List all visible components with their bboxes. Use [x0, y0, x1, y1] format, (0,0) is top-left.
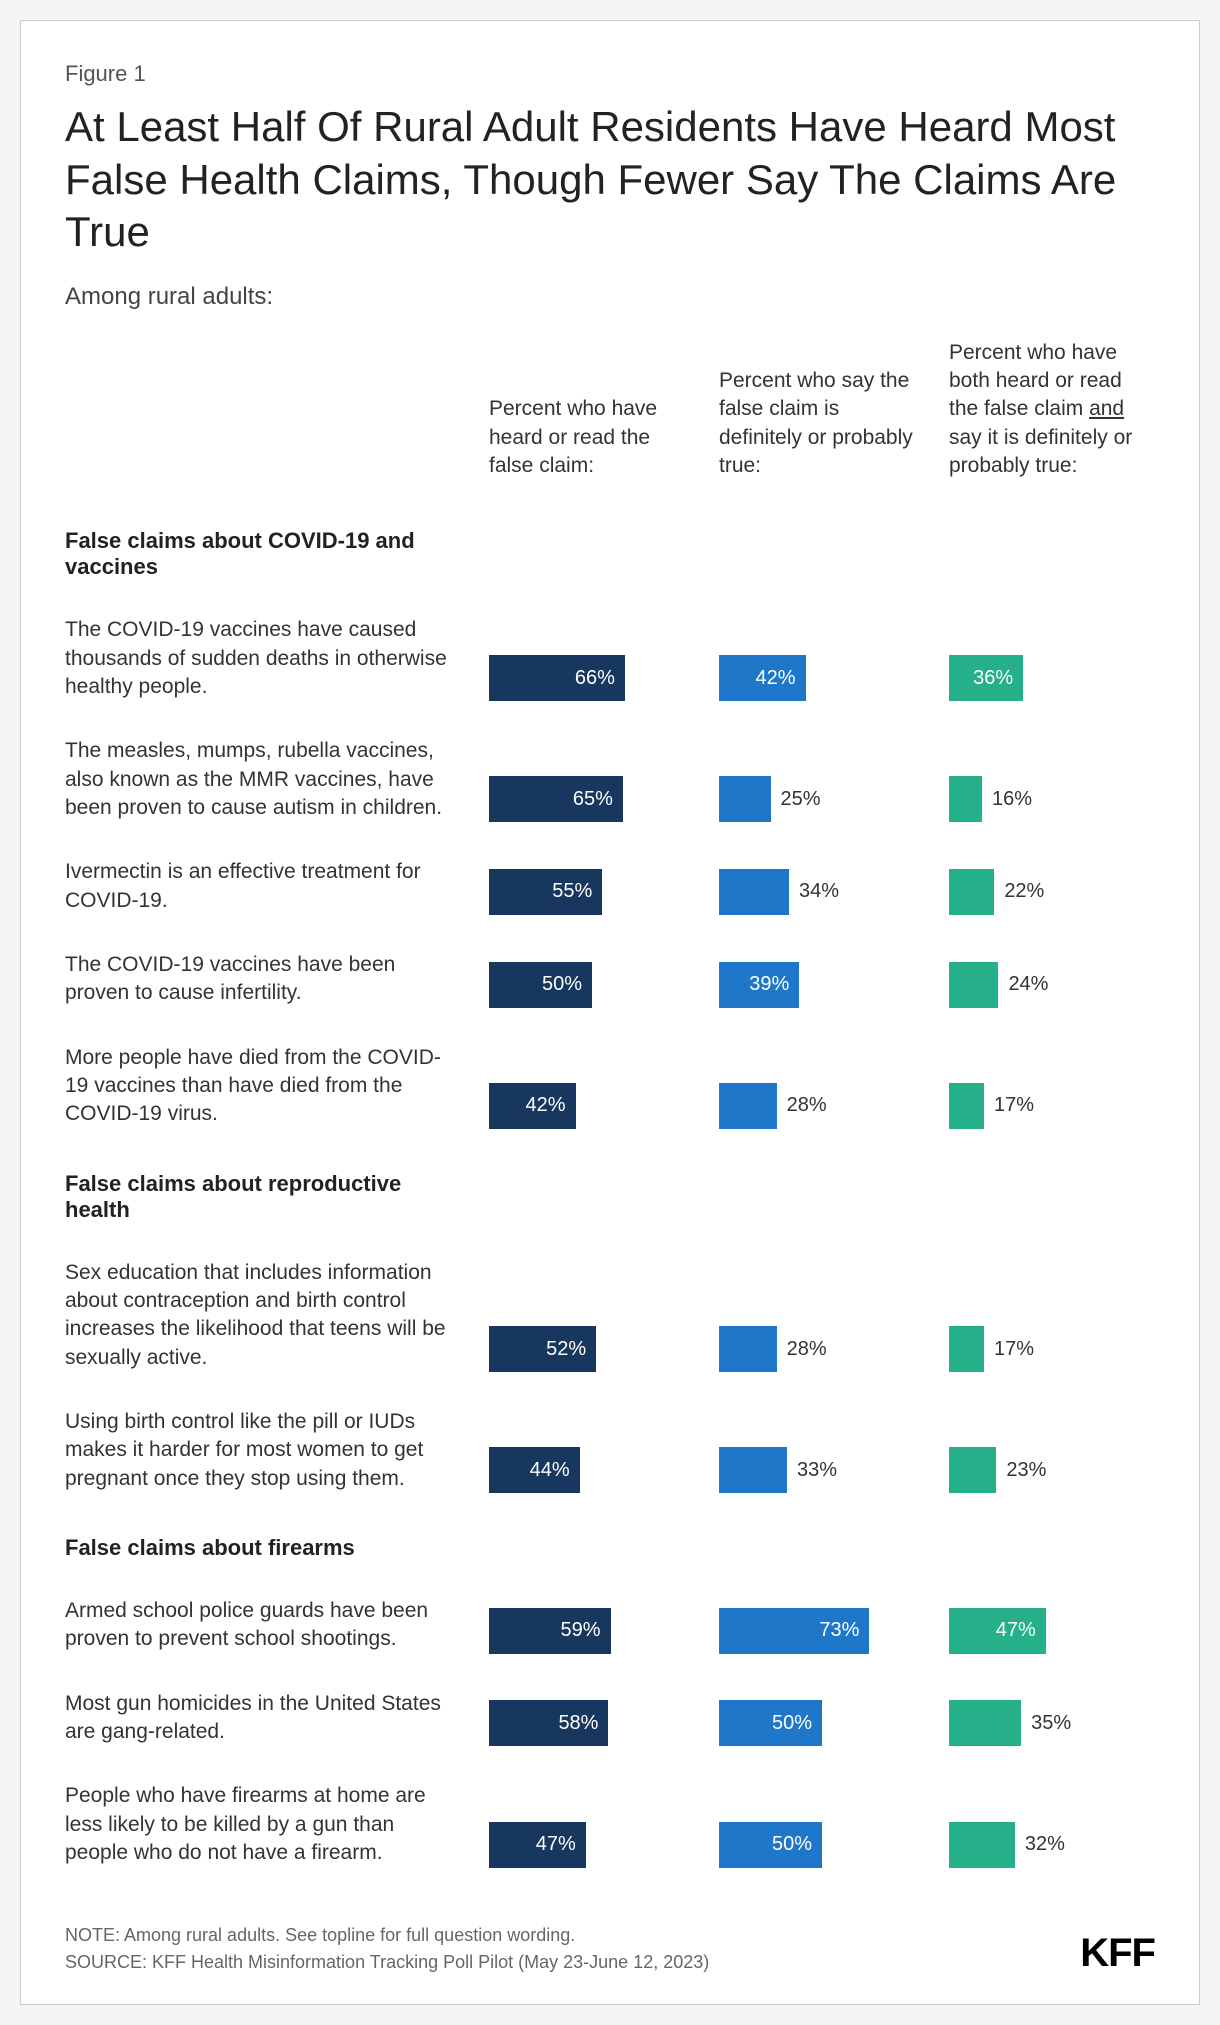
bar-cell: 55% — [489, 851, 695, 933]
row-label: People who have firearms at home are les… — [65, 1764, 465, 1885]
bar-cell: 16% — [949, 758, 1155, 840]
bar-value-label: 17% — [994, 1094, 1034, 1117]
bar: 50% — [489, 962, 592, 1008]
bar-value-label: 17% — [994, 1338, 1034, 1361]
bar: 58% — [489, 1700, 608, 1746]
bar — [719, 869, 789, 915]
row-label: More people have died from the COVID-19 … — [65, 1026, 465, 1147]
bar-cell: 17% — [949, 1308, 1155, 1390]
bar: 73% — [719, 1608, 869, 1654]
bar-value-label: 16% — [992, 788, 1032, 811]
bar-cell: 73% — [719, 1590, 925, 1672]
bar: 66% — [489, 655, 625, 701]
bar — [949, 1700, 1021, 1746]
section-header: False claims about firearms — [65, 1511, 465, 1579]
bar-cell: 42% — [719, 637, 925, 719]
bar-cell: 24% — [949, 944, 1155, 1026]
chart-grid: Percent who have heard or read the false… — [65, 339, 1155, 1886]
bar-cell: 65% — [489, 758, 695, 840]
bar-value-label: 23% — [1006, 1459, 1046, 1482]
row-label: Sex education that includes information … — [65, 1241, 465, 1390]
figure-container: Figure 1 At Least Half Of Rural Adult Re… — [20, 20, 1200, 2005]
chart-title: At Least Half Of Rural Adult Residents H… — [65, 101, 1155, 259]
bar-cell: 25% — [719, 758, 925, 840]
figure-label: Figure 1 — [65, 61, 1155, 87]
column-header-1: Percent who have heard or read the false… — [489, 395, 695, 504]
bar: 36% — [949, 655, 1023, 701]
bar: 44% — [489, 1447, 580, 1493]
bar-cell: 50% — [719, 1682, 925, 1764]
bar — [719, 776, 771, 822]
bar: 42% — [489, 1083, 576, 1129]
bar: 42% — [719, 655, 806, 701]
kff-logo: KFF — [1080, 1931, 1155, 1976]
bar-cell: 58% — [489, 1682, 695, 1764]
chart-subtitle: Among rural adults: — [65, 283, 1155, 311]
bar — [949, 1822, 1015, 1868]
bar-value-label: 24% — [1008, 973, 1048, 996]
bar-cell: 44% — [489, 1429, 695, 1511]
bar: 39% — [719, 962, 799, 1008]
bar-cell: 32% — [949, 1804, 1155, 1886]
bar-cell: 17% — [949, 1065, 1155, 1147]
bar — [949, 1447, 996, 1493]
row-label: Armed school police guards have been pro… — [65, 1579, 465, 1672]
bar-cell: 47% — [489, 1804, 695, 1886]
source-line: SOURCE: KFF Health Misinformation Tracki… — [65, 1949, 709, 1976]
bar-cell: 47% — [949, 1590, 1155, 1672]
section-header: False claims about reproductive health — [65, 1147, 465, 1241]
bar: 52% — [489, 1326, 596, 1372]
row-label: The COVID-19 vaccines have caused thousa… — [65, 598, 465, 719]
bar-value-label: 35% — [1031, 1712, 1071, 1735]
bar — [949, 962, 998, 1008]
bar-cell: 22% — [949, 851, 1155, 933]
bar-value-label: 28% — [787, 1338, 827, 1361]
bar-value-label: 34% — [799, 880, 839, 903]
row-label: The COVID-19 vaccines have been proven t… — [65, 933, 465, 1026]
footer-notes: NOTE: Among rural adults. See topline fo… — [65, 1922, 709, 1976]
bar — [719, 1447, 787, 1493]
bar: 47% — [949, 1608, 1046, 1654]
bar — [719, 1083, 777, 1129]
row-label: Most gun homicides in the United States … — [65, 1672, 465, 1765]
bar — [949, 1326, 984, 1372]
bar-cell: 23% — [949, 1429, 1155, 1511]
bar-cell: 28% — [719, 1065, 925, 1147]
figure-footer: NOTE: Among rural adults. See topline fo… — [65, 1922, 1155, 1976]
bar: 47% — [489, 1822, 586, 1868]
row-label: The measles, mumps, rubella vaccines, al… — [65, 719, 465, 840]
bar-cell: 28% — [719, 1308, 925, 1390]
bar: 65% — [489, 776, 623, 822]
bar-value-label: 33% — [797, 1459, 837, 1482]
bar-value-label: 22% — [1004, 880, 1044, 903]
bar — [949, 776, 982, 822]
bar-value-label: 28% — [787, 1094, 827, 1117]
bar: 50% — [719, 1822, 822, 1868]
bar-cell: 50% — [489, 944, 695, 1026]
bar-cell: 35% — [949, 1682, 1155, 1764]
bar: 59% — [489, 1608, 611, 1654]
bar-cell: 52% — [489, 1308, 695, 1390]
bar — [719, 1326, 777, 1372]
bar-value-label: 25% — [781, 788, 821, 811]
bar-value-label: 32% — [1025, 1833, 1065, 1856]
bar-cell: 33% — [719, 1429, 925, 1511]
bar-cell: 59% — [489, 1590, 695, 1672]
bar-cell: 39% — [719, 944, 925, 1026]
bar — [949, 869, 994, 915]
bar-cell: 34% — [719, 851, 925, 933]
column-header-3: Percent who have both heard or read the … — [949, 339, 1155, 505]
note-line: NOTE: Among rural adults. See topline fo… — [65, 1922, 709, 1949]
bar — [949, 1083, 984, 1129]
bar: 55% — [489, 869, 602, 915]
bar-cell: 36% — [949, 637, 1155, 719]
bar-cell: 42% — [489, 1065, 695, 1147]
section-header: False claims about COVID-19 and vaccines — [65, 504, 465, 598]
row-label: Using birth control like the pill or IUD… — [65, 1390, 465, 1511]
bar-cell: 50% — [719, 1804, 925, 1886]
bar: 50% — [719, 1700, 822, 1746]
column-header-2: Percent who say the false claim is defin… — [719, 367, 925, 504]
bar-cell: 66% — [489, 637, 695, 719]
row-label: Ivermectin is an effective treatment for… — [65, 840, 465, 933]
